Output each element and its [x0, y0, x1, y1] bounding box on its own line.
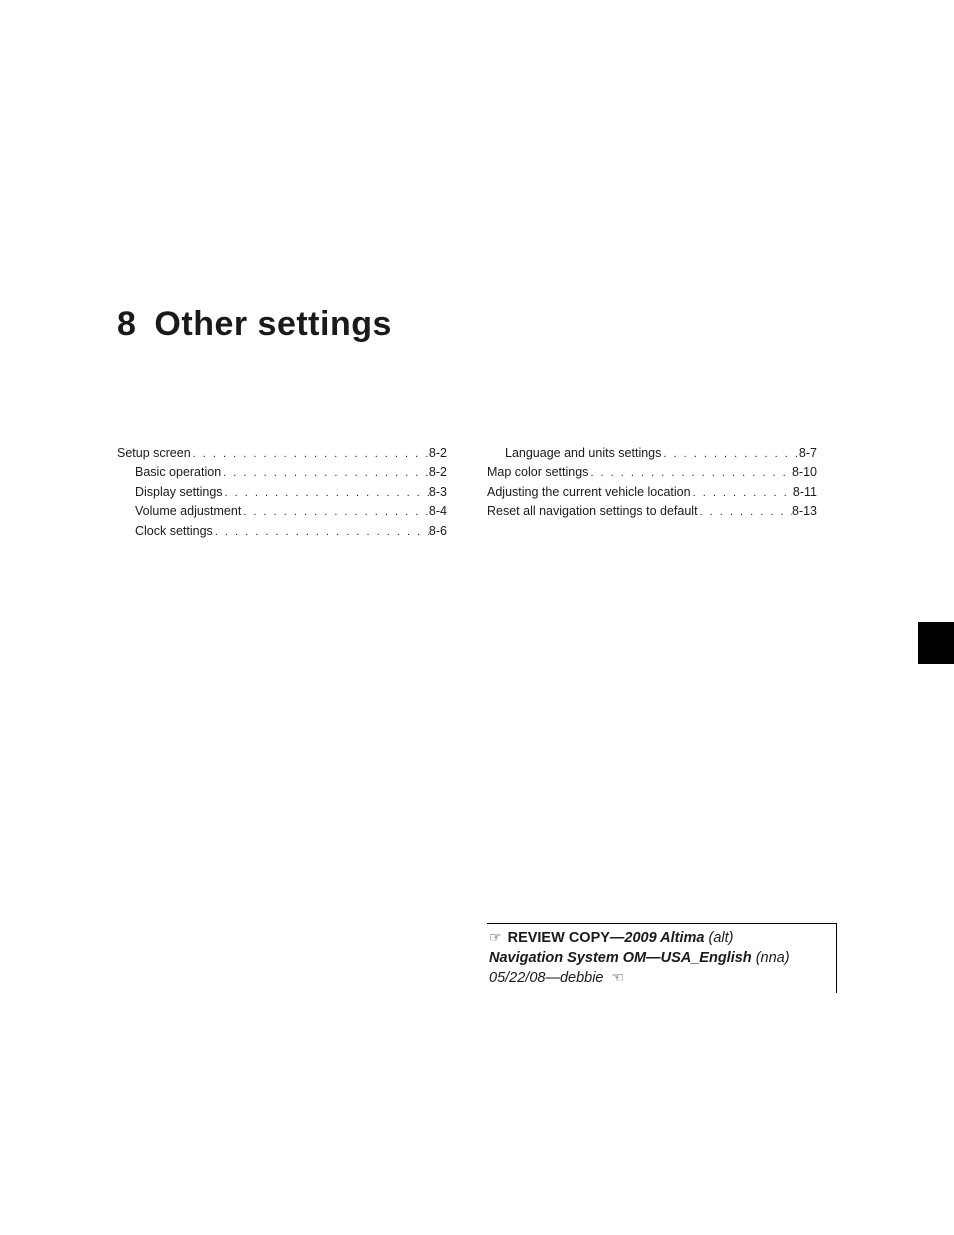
- toc-entry: Display settings 8-3: [117, 483, 447, 502]
- toc-entry: Clock settings 8-6: [117, 522, 447, 541]
- toc-entry: Adjusting the current vehicle location 8…: [487, 483, 817, 502]
- review-nna: (nna): [752, 950, 790, 966]
- toc-entry: Reset all navigation settings to default…: [487, 502, 817, 521]
- toc-leader-dots: [213, 522, 429, 541]
- toc-label: Setup screen: [117, 444, 191, 463]
- toc-leader-dots: [661, 444, 799, 463]
- toc-page: 8-3: [429, 483, 447, 502]
- toc-leader-dots: [241, 502, 429, 521]
- toc-leader-dots: [191, 444, 429, 463]
- toc-leader-dots: [691, 483, 793, 502]
- review-line-3: 05/22/08—debbie ☜: [489, 968, 830, 989]
- toc-label: Basic operation: [135, 463, 221, 482]
- toc-page: 8-13: [792, 502, 817, 521]
- chapter-title: Other settings: [154, 305, 391, 344]
- toc-page: 8-10: [792, 463, 817, 482]
- toc-leader-dots: [588, 463, 792, 482]
- toc-leader-dots: [698, 502, 792, 521]
- toc-leader-dots: [221, 463, 429, 482]
- chapter-number: 8: [117, 305, 136, 344]
- toc-leader-dots: [223, 483, 429, 502]
- review-label: REVIEW COPY—: [508, 930, 625, 946]
- toc-label: Map color settings: [487, 463, 588, 482]
- toc-page: 8-2: [429, 463, 447, 482]
- toc-page: 8-7: [799, 444, 817, 463]
- toc-entry: Map color settings 8-10: [487, 463, 817, 482]
- section-tab: [918, 622, 954, 664]
- toc-entry: Volume adjustment 8-4: [117, 502, 447, 521]
- pointing-hand-right-icon: ☞: [489, 929, 502, 945]
- toc-column-left: Setup screen 8-2 Basic operation 8-2 Dis…: [117, 444, 447, 541]
- toc-page: 8-11: [793, 483, 817, 502]
- review-alt: (alt): [704, 930, 733, 946]
- toc-page: 8-4: [429, 502, 447, 521]
- toc-page: 8-2: [429, 444, 447, 463]
- toc-label: Language and units settings: [505, 444, 661, 463]
- page: 8 Other settings Setup screen 8-2 Basic …: [0, 0, 954, 1235]
- toc-label: Display settings: [135, 483, 223, 502]
- toc-label: Reset all navigation settings to default: [487, 502, 698, 521]
- chapter-heading: 8 Other settings: [117, 305, 392, 344]
- review-line-1: ☞ REVIEW COPY—2009 Altima (alt): [489, 928, 830, 949]
- review-date-author: 05/22/08—debbie: [489, 970, 604, 986]
- toc-label: Volume adjustment: [135, 502, 241, 521]
- review-model: 2009 Altima: [624, 930, 704, 946]
- toc-entry: Setup screen 8-2: [117, 444, 447, 463]
- toc: Setup screen 8-2 Basic operation 8-2 Dis…: [117, 444, 817, 541]
- pointing-hand-left-icon: ☜: [612, 969, 625, 985]
- toc-page: 8-6: [429, 522, 447, 541]
- toc-column-right: Language and units settings 8-7 Map colo…: [487, 444, 817, 541]
- toc-label: Adjusting the current vehicle location: [487, 483, 691, 502]
- review-copy-box: ☞ REVIEW COPY—2009 Altima (alt) Navigati…: [487, 923, 837, 993]
- toc-label: Clock settings: [135, 522, 213, 541]
- toc-entry: Language and units settings 8-7: [487, 444, 817, 463]
- toc-entry: Basic operation 8-2: [117, 463, 447, 482]
- review-nav-system: Navigation System OM—USA_English: [489, 950, 752, 966]
- review-line-2: Navigation System OM—USA_English (nna): [489, 949, 830, 969]
